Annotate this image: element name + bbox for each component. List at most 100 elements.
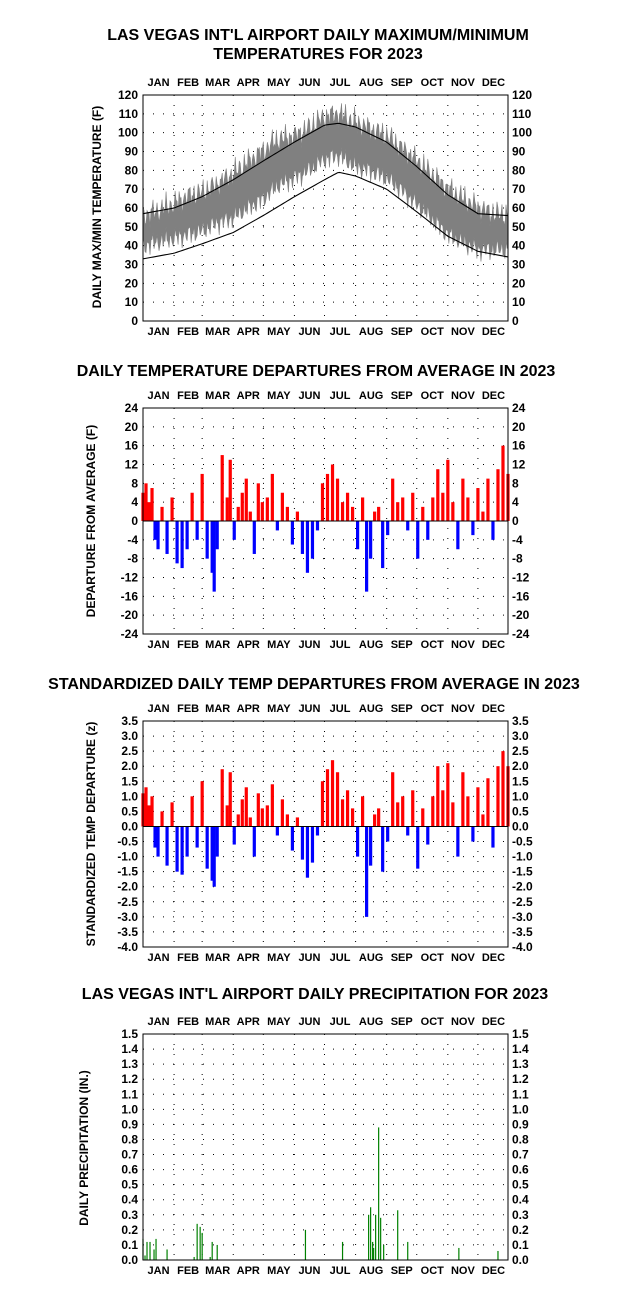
bar-mark — [305, 826, 310, 878]
y-tick-label-left: 12 — [125, 458, 139, 472]
y-tick-label-left: 0.5 — [121, 804, 138, 818]
bar-mark — [406, 521, 410, 531]
maxmin-y-axis-label: DAILY MAX/MIN TEMPERATURE (F) — [90, 106, 104, 308]
month-label-bottom: JUN — [298, 1265, 320, 1277]
departures-y-axis-label: DEPARTURE FROM AVERAGE (F) — [84, 425, 98, 617]
y-tick-label-right: 100 — [512, 126, 532, 140]
bar-mark — [386, 826, 390, 842]
month-label-bottom: MAY — [267, 1265, 291, 1277]
month-label-bottom: APR — [237, 639, 260, 651]
month-label-bottom: OCT — [421, 639, 445, 651]
month-label-bottom: APR — [237, 952, 260, 964]
bar-mark — [476, 787, 480, 827]
bar-mark — [185, 826, 189, 857]
month-label-bottom: NOV — [451, 326, 476, 338]
bar-mark — [310, 826, 315, 863]
y-tick-label-left: -16 — [121, 589, 139, 603]
y-tick-label-right: 110 — [512, 107, 532, 121]
standardized-y-ticks-right: -4.0-3.5-3.0-2.5-2.0-1.5-1.0-0.50.00.51.… — [512, 714, 533, 954]
bar-mark — [150, 796, 154, 827]
bar-mark — [396, 502, 400, 521]
y-tick-label-left: 40 — [125, 239, 139, 253]
bar-mark — [275, 521, 279, 531]
month-label-bottom: MAY — [267, 952, 291, 964]
y-tick-label-left: 90 — [125, 145, 139, 159]
bar-mark — [275, 826, 279, 836]
bar-mark — [252, 826, 256, 857]
bar-mark — [232, 826, 236, 845]
bar-mark — [451, 502, 455, 521]
month-label-bottom: NOV — [451, 639, 476, 651]
bar-mark — [383, 1244, 385, 1260]
bar-mark — [340, 799, 345, 827]
bar-mark — [300, 521, 305, 554]
maxmin-marks — [142, 103, 509, 262]
bar-mark — [205, 826, 209, 869]
bar-mark — [166, 1249, 168, 1260]
y-tick-label-right: 120 — [512, 88, 532, 102]
month-label-bottom: MAR — [205, 639, 230, 651]
bar-mark — [193, 1256, 195, 1260]
y-tick-label-left: -24 — [121, 627, 139, 641]
bar-mark — [421, 808, 425, 827]
bar-mark — [416, 826, 420, 869]
y-tick-label-right: -4 — [512, 533, 523, 547]
month-label-top: JUN — [298, 390, 320, 402]
bar-mark — [200, 473, 204, 521]
precip-y-ticks-right: 0.00.10.20.30.40.50.60.70.80.91.01.11.21… — [512, 1027, 529, 1267]
bar-mark — [285, 814, 289, 827]
y-tick-label-left: 2.0 — [121, 759, 138, 773]
y-tick-label-left: 120 — [118, 88, 138, 102]
y-tick-label-right: 1.0 — [512, 789, 529, 803]
y-tick-label-left: 10 — [125, 295, 139, 309]
bar-mark — [446, 459, 450, 521]
bar-mark — [228, 459, 232, 521]
bar-mark — [205, 521, 209, 559]
bar-mark — [280, 799, 284, 827]
bar-mark — [369, 826, 373, 866]
month-label-bottom: MAR — [205, 1265, 230, 1277]
bar-mark — [160, 506, 164, 521]
bar-mark — [244, 478, 248, 521]
y-tick-label-right: 0.9 — [512, 1117, 529, 1131]
bar-mark — [486, 478, 490, 521]
y-tick-label-right: 1.5 — [512, 774, 529, 788]
y-tick-label-left: -4 — [127, 533, 138, 547]
bar-mark — [150, 488, 154, 521]
y-tick-label-left: 1.2 — [121, 1072, 138, 1086]
month-label-bottom: NOV — [451, 952, 476, 964]
bar-mark — [441, 492, 445, 521]
bar-mark — [501, 751, 505, 827]
month-label-top: JAN — [148, 390, 170, 402]
bar-mark — [180, 521, 184, 569]
y-tick-label-left: -2.5 — [117, 895, 138, 909]
y-tick-label-left: -1.0 — [117, 850, 138, 864]
month-label-top: JUN — [298, 77, 320, 89]
precip-title: LAS VEGAS INT'L AIRPORT DAILY PRECIPITAT… — [82, 986, 549, 1003]
month-label-top: FEB — [177, 703, 199, 715]
bar-mark — [375, 1214, 377, 1260]
y-tick-label-right: 4 — [512, 495, 519, 509]
bar-mark — [147, 805, 151, 827]
y-tick-label-right: 90 — [512, 145, 526, 159]
month-label-top: JUN — [298, 1016, 320, 1028]
bar-mark — [466, 497, 470, 521]
departures-month-labels-top: JAN FEB MAR APR MAY JUN JUL AUG SEP OCT NOV DEC — [148, 390, 506, 402]
y-tick-label-right: 20 — [512, 276, 526, 290]
bar-mark — [407, 1241, 409, 1260]
bar-mark — [248, 511, 252, 521]
y-tick-label-right: 3.5 — [512, 714, 529, 728]
bar-mark — [370, 1207, 372, 1260]
month-label-top: FEB — [177, 1016, 199, 1028]
maxmin-y-ticks-left: 0 10 20 30 40 50 60 70 80 90 100 110 120 — [118, 88, 138, 328]
bar-mark — [236, 814, 240, 827]
month-label-top: JUL — [330, 1016, 351, 1028]
bar-mark — [170, 497, 174, 521]
month-label-top: OCT — [421, 77, 445, 89]
bar-mark — [355, 521, 360, 550]
month-label-bottom: DEC — [482, 1265, 505, 1277]
bar-mark — [380, 1217, 382, 1260]
y-tick-label-right: -1.0 — [512, 850, 533, 864]
month-label-bottom: FEB — [177, 639, 199, 651]
y-tick-label-right: -12 — [512, 571, 530, 585]
